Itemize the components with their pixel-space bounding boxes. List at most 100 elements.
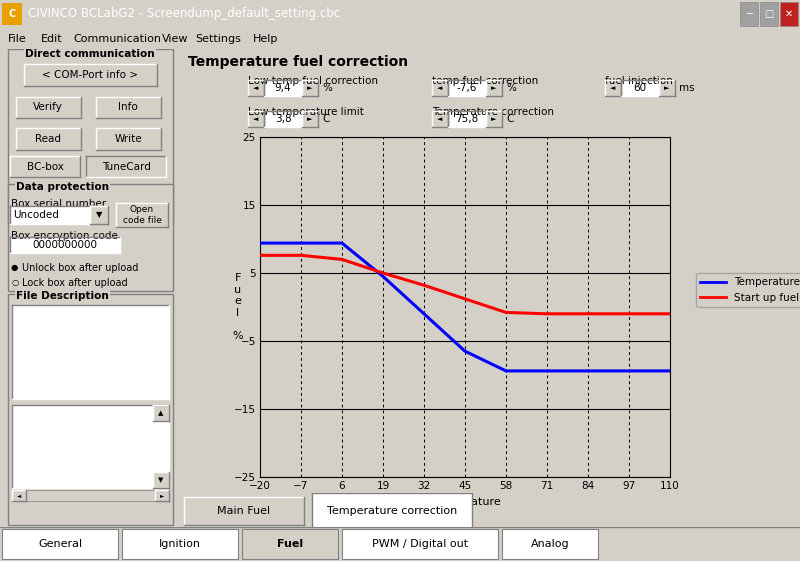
Text: File: File	[8, 34, 26, 44]
Text: ●: ●	[11, 264, 18, 273]
Text: Box encryption code: Box encryption code	[11, 232, 118, 241]
Text: Ignition: Ignition	[159, 539, 201, 549]
Text: ─: ─	[746, 9, 752, 19]
Text: General: General	[38, 539, 82, 549]
Text: File Description: File Description	[16, 291, 109, 301]
Text: Settings: Settings	[195, 34, 241, 44]
Text: C: C	[322, 114, 330, 124]
Bar	[302, 80, 318, 96]
Bar	[740, 2, 758, 26]
Text: BC-box: BC-box	[26, 162, 63, 172]
Text: ○: ○	[11, 278, 18, 287]
Bar	[10, 206, 90, 224]
Bar	[153, 472, 169, 488]
Bar	[155, 490, 169, 502]
Text: 75,8: 75,8	[455, 114, 478, 124]
Text: ◄: ◄	[438, 85, 442, 91]
Text: Info: Info	[118, 103, 138, 112]
Text: Communication: Communication	[74, 34, 162, 44]
Text: %: %	[506, 83, 516, 93]
Text: Fuel: Fuel	[277, 539, 303, 549]
Text: Lock box after upload: Lock box after upload	[22, 278, 128, 288]
Bar	[12, 405, 169, 488]
Text: PWM / Digital out: PWM / Digital out	[372, 539, 468, 549]
Text: Temperature correction: Temperature correction	[432, 107, 554, 117]
Text: ◄: ◄	[17, 493, 21, 498]
Bar	[621, 80, 659, 96]
Text: 0000000000: 0000000000	[33, 240, 98, 250]
Text: ms: ms	[679, 83, 694, 93]
Text: Help: Help	[253, 34, 278, 44]
Bar	[342, 529, 498, 559]
Bar	[2, 529, 118, 559]
Bar	[486, 112, 502, 127]
Text: Temperature correction: Temperature correction	[327, 506, 457, 516]
Bar	[96, 96, 161, 118]
Text: Low temp fuel correction: Low temp fuel correction	[248, 76, 378, 86]
Text: □: □	[764, 9, 774, 19]
Bar	[760, 2, 778, 26]
Bar	[184, 497, 304, 525]
Bar	[264, 112, 302, 127]
Bar	[432, 112, 448, 127]
Text: ►: ►	[491, 116, 497, 122]
Bar	[448, 80, 486, 96]
Bar	[24, 64, 157, 86]
Bar	[10, 156, 80, 177]
Text: 9,4: 9,4	[274, 83, 291, 93]
Bar	[12, 490, 169, 502]
Bar	[2, 3, 22, 25]
Text: %: %	[322, 83, 332, 93]
X-axis label: Temperature: Temperature	[430, 496, 500, 507]
Bar	[264, 80, 302, 96]
Bar	[486, 80, 502, 96]
Bar	[780, 2, 798, 26]
Text: ✕: ✕	[785, 9, 793, 19]
Text: -7,6: -7,6	[457, 83, 477, 93]
Text: ▲: ▲	[158, 410, 164, 416]
Text: Analog: Analog	[530, 539, 570, 549]
Text: < COM-Port info >: < COM-Port info >	[42, 70, 138, 80]
Bar	[8, 184, 173, 291]
Text: Box serial number: Box serial number	[11, 199, 106, 209]
Text: ►: ►	[307, 116, 313, 122]
Text: Temperature fuel correction: Temperature fuel correction	[188, 55, 408, 69]
Bar	[8, 293, 173, 525]
Bar	[659, 80, 675, 96]
Text: Direct communication: Direct communication	[25, 49, 155, 59]
Text: ►: ►	[491, 85, 497, 91]
Bar	[302, 112, 318, 127]
Text: ◄: ◄	[254, 85, 258, 91]
Text: ►: ►	[307, 85, 313, 91]
Text: Read: Read	[35, 134, 61, 144]
Text: Uncoded: Uncoded	[13, 210, 59, 220]
Text: ►: ►	[664, 85, 670, 91]
Text: C: C	[8, 9, 16, 19]
Bar	[96, 128, 161, 150]
Bar	[122, 529, 238, 559]
Bar	[605, 80, 621, 96]
Bar	[12, 305, 169, 399]
Text: ▼: ▼	[158, 477, 164, 482]
Bar	[432, 80, 448, 96]
Bar	[242, 529, 338, 559]
Text: Verify: Verify	[33, 103, 63, 112]
Text: F
u
e
l

%: F u e l %	[233, 273, 243, 341]
Text: C: C	[506, 114, 514, 124]
Text: Data protection: Data protection	[16, 182, 109, 192]
Text: Open
code file: Open code file	[122, 205, 162, 224]
Text: TuneCard: TuneCard	[102, 162, 150, 172]
Bar	[8, 49, 173, 222]
Text: CIVINCO BCLabG2 - Screendump_default_setting.cbc: CIVINCO BCLabG2 - Screendump_default_set…	[28, 7, 340, 20]
Bar	[10, 237, 120, 253]
Text: ►: ►	[160, 493, 164, 498]
Bar	[86, 156, 166, 177]
Text: Low temperature limit: Low temperature limit	[248, 107, 364, 117]
Text: Main Fuel: Main Fuel	[218, 506, 270, 516]
Text: temp fuel correction: temp fuel correction	[432, 76, 538, 86]
Text: 3,8: 3,8	[274, 114, 291, 124]
Bar	[90, 206, 108, 224]
Bar	[116, 203, 168, 227]
Text: View: View	[162, 34, 189, 44]
Bar	[153, 405, 169, 421]
